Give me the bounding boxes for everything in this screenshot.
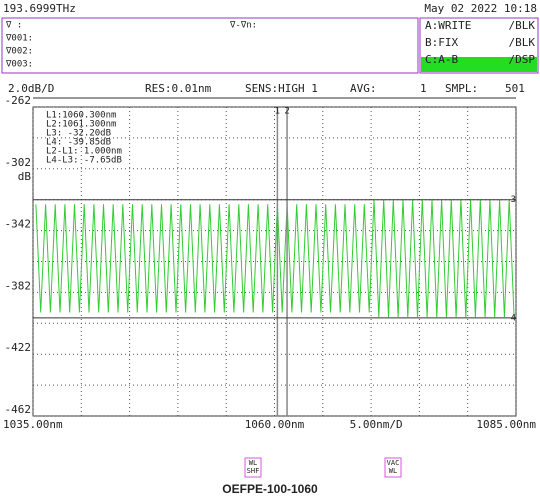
v-marker-label: 1 bbox=[275, 107, 280, 117]
soft-button-label: SHF bbox=[247, 467, 260, 475]
trace-mode: /BLK bbox=[509, 19, 536, 32]
trace-panel bbox=[419, 17, 539, 74]
soft-button-label: WL bbox=[389, 467, 397, 475]
setting: 2.0dB/D bbox=[8, 82, 54, 95]
marker-line: ∇ : bbox=[5, 21, 22, 31]
setting: AVG: bbox=[350, 82, 377, 95]
y-tick-label: -302 bbox=[5, 156, 32, 169]
v-marker-label: 2 bbox=[284, 107, 289, 117]
y-tick-label: -342 bbox=[5, 218, 32, 231]
marker-line: ∇002: bbox=[5, 47, 33, 57]
x-tick-label: 1035.00nm bbox=[3, 418, 63, 431]
y-tick-label: -382 bbox=[5, 279, 32, 292]
y-unit: dB bbox=[18, 170, 32, 183]
soft-button bbox=[384, 457, 402, 478]
marker-readout: L4: -39.85dB bbox=[46, 138, 111, 148]
trace-mode: /DSP bbox=[509, 53, 536, 66]
trace-label: C:A-B bbox=[425, 53, 458, 66]
setting: SENS:HIGH 1 bbox=[245, 82, 318, 95]
soft-button-label: VAC bbox=[387, 459, 400, 467]
h-marker-label: 3 bbox=[511, 195, 516, 205]
frequency: 193.6999THz bbox=[3, 2, 76, 15]
setting: RES:0.01nm bbox=[145, 82, 212, 95]
caption: OEFPE-100-1060 bbox=[222, 482, 318, 496]
marker-readout: L1:1060.300nm bbox=[46, 111, 116, 121]
marker-panel bbox=[1, 17, 419, 74]
y-tick-label: -462 bbox=[5, 403, 32, 416]
x-tick-label: 1060.00nm bbox=[245, 418, 305, 431]
h-marker-label: 4 bbox=[511, 313, 516, 323]
setting: 1 bbox=[420, 82, 427, 95]
marker-readout: L2-L1: 1.000nm bbox=[46, 147, 122, 157]
trace-highlight bbox=[421, 57, 537, 72]
marker-readout: L4-L3: -7.65dB bbox=[46, 156, 122, 166]
trace-label: A:WRITE bbox=[425, 19, 471, 32]
soft-button bbox=[244, 457, 262, 478]
y-tick-label: -422 bbox=[5, 341, 32, 354]
trace-mode: /BLK bbox=[509, 36, 536, 49]
marker-line: ∇003: bbox=[5, 60, 33, 70]
soft-button-label: WL bbox=[249, 459, 257, 467]
x-tick-label: 1085.00nm bbox=[476, 418, 536, 431]
delta-label: ∇-∇n: bbox=[229, 21, 257, 31]
marker-line: ∇001: bbox=[5, 34, 33, 44]
datetime: May 02 2022 10:18 bbox=[424, 2, 537, 15]
marker-readout: L2:1061.300nm bbox=[46, 120, 116, 130]
setting: 501 bbox=[505, 82, 525, 95]
setting: SMPL: bbox=[445, 82, 478, 95]
trace-label: B:FIX bbox=[425, 36, 458, 49]
y-tick-label: -262 bbox=[5, 94, 32, 107]
x-scale: 5.00nm/D bbox=[350, 418, 403, 431]
marker-readout: L3: -32.20dB bbox=[46, 129, 111, 139]
trace-line bbox=[35, 199, 515, 318]
